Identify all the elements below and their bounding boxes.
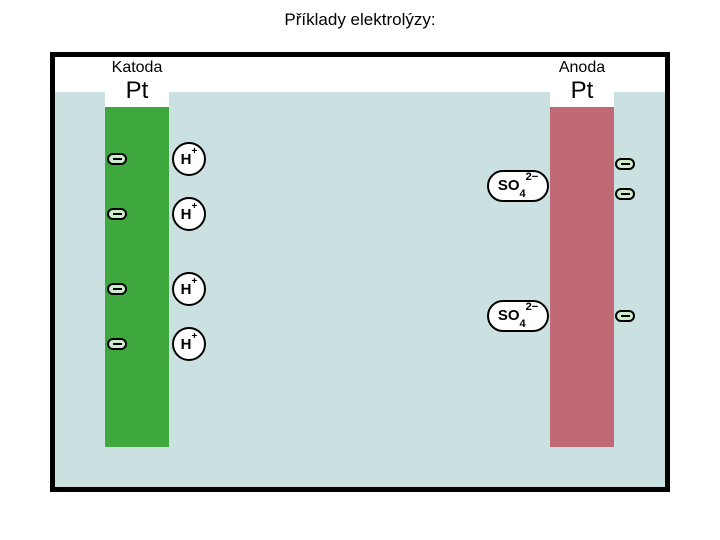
electrolysis-cell: Katoda Pt Anoda Pt H+ H+ H+ H+ SO42− SO42− <box>50 52 670 492</box>
hydrogen-cation: H+ <box>172 142 206 176</box>
hydrogen-cation: H+ <box>172 327 206 361</box>
cathode-minus-marker <box>107 338 127 350</box>
anode-minus-marker <box>615 158 635 170</box>
hydrogen-cation: H+ <box>172 272 206 306</box>
diagram-title: Příklady elektrolýzy: <box>0 10 720 30</box>
cathode-material: Pt <box>105 77 169 107</box>
cathode-minus-marker <box>107 153 127 165</box>
hydrogen-cation: H+ <box>172 197 206 231</box>
anode-minus-marker <box>615 188 635 200</box>
cathode-minus-marker <box>107 283 127 295</box>
anode-material: Pt <box>550 77 614 107</box>
sulfate-anion: SO42− <box>487 300 549 332</box>
anode-label: Anoda <box>550 57 614 77</box>
cathode-label: Katoda <box>105 57 169 77</box>
cathode-electrode: Katoda Pt <box>105 57 169 447</box>
anode-electrode: Anoda Pt <box>550 57 614 447</box>
cathode-minus-marker <box>107 208 127 220</box>
sulfate-anion: SO42− <box>487 170 549 202</box>
anode-body <box>550 107 614 447</box>
anode-minus-marker <box>615 310 635 322</box>
